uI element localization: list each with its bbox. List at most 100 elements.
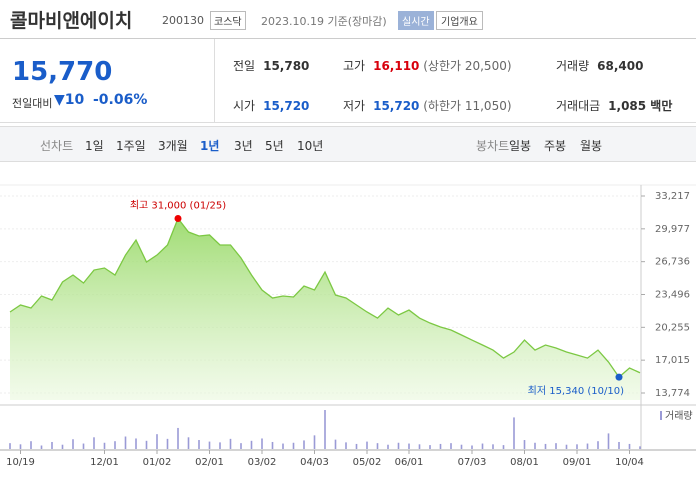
x-tick-label: 09/01 (563, 457, 592, 468)
volume-bar (586, 443, 589, 449)
cell: 시가 15,720 (233, 97, 309, 114)
x-tick-label: 10/04 (615, 457, 644, 468)
tab[interactable]: 3개월 (158, 139, 188, 153)
note: (하한가 11,050) (423, 99, 512, 113)
tab[interactable]: 1년 (200, 139, 220, 153)
value: 15,720 (263, 99, 310, 113)
y-tick-label: 13,774 (655, 388, 690, 399)
value: 16,110 (373, 59, 420, 73)
volume-bar (114, 441, 116, 449)
tab[interactable]: 일봉 (509, 139, 532, 153)
tab[interactable]: 월봉 (580, 139, 603, 153)
volume-bar (135, 438, 137, 449)
change-label: 전일대비 (12, 97, 53, 110)
note: (상한가 20,500) (423, 59, 512, 73)
volume-bar (177, 427, 179, 449)
volume-bar (240, 443, 242, 449)
high-label: 최고 31,000 (01/25) (130, 199, 226, 211)
legend-label: 거래량 (665, 410, 693, 422)
tab[interactable]: 1일 (85, 139, 104, 153)
volume-bar (82, 443, 85, 449)
tab-group-label: 선차트 (40, 139, 74, 153)
label: 시가 (233, 99, 256, 113)
legend-swatch (660, 411, 662, 420)
down-arrow: ▼ (54, 92, 65, 108)
volume-bar (555, 443, 557, 449)
volume-bar (534, 442, 536, 449)
volume-bar (261, 438, 263, 449)
volume-bar (576, 444, 578, 449)
y-tick-label: 29,977 (655, 224, 690, 235)
volume-bar (187, 437, 190, 449)
volume-bar (40, 445, 43, 449)
label: 저가 (343, 99, 366, 113)
y-tick-label: 17,015 (655, 355, 690, 366)
cell: 전일 15,780 (233, 57, 309, 74)
volume-bar (366, 441, 368, 449)
volume-bar (219, 442, 221, 449)
value: 68,400 (597, 59, 644, 73)
x-tick-label: 10/19 (6, 457, 35, 468)
x-tick-label: 01/02 (143, 457, 172, 468)
volume-bar (9, 443, 11, 449)
volume-bar (271, 441, 274, 449)
volume-bar (450, 443, 452, 449)
volume-bar (345, 442, 347, 449)
x-tick-label: 04/03 (300, 457, 329, 468)
realtime-button[interactable]: 실시간 (398, 11, 434, 30)
cell: 거래량 68,400 (556, 57, 643, 74)
volume-bar (418, 444, 421, 449)
volume-bar (72, 439, 74, 449)
volume-bar (124, 436, 127, 449)
area (10, 218, 640, 400)
cell: 거래대금 1,085 백만 (556, 97, 672, 114)
volume-bar (607, 433, 610, 449)
tab[interactable]: 5년 (265, 139, 284, 153)
volume-bar (292, 442, 295, 449)
quote-box: 15,770 전일대비 ▼10 -0.06% 전일 15,780 고가 16,110… (0, 38, 696, 123)
volume-bar (198, 440, 200, 449)
volume-bar (51, 441, 53, 449)
x-tick-label: 06/01 (395, 457, 424, 468)
volume-bar (313, 435, 316, 449)
tab[interactable]: 1주일 (116, 139, 146, 153)
volume-bar (397, 442, 400, 449)
y-tick-label: 26,736 (655, 257, 690, 268)
y-tick-label: 33,217 (655, 191, 690, 202)
volume-bar (618, 441, 620, 449)
x-tick-label: 03/02 (248, 457, 277, 468)
label: 고가 (343, 59, 366, 73)
x-tick-label: 12/01 (90, 457, 119, 468)
volume-bar (544, 443, 547, 449)
tab[interactable]: 주봉 (544, 139, 567, 153)
volume-bar (502, 445, 505, 449)
label: 거래량 (556, 59, 590, 73)
volume-bar (439, 443, 442, 449)
volume-bar (429, 445, 431, 449)
tab-bar: 선차트 봉차트 1일 1주일 3개월 1년 3년 5년 10년 일봉 주봉 월봉 (0, 126, 696, 162)
volume-bar (639, 446, 641, 449)
volume-bar (93, 437, 95, 449)
tab[interactable]: 3년 (234, 139, 253, 153)
volume-bar (523, 440, 526, 449)
tab[interactable]: 10년 (297, 139, 324, 153)
x-tick-label: 07/03 (458, 457, 487, 468)
low-label: 최저 15,340 (10/10) (528, 385, 624, 397)
stock-name: 콜마비앤에이치 (10, 10, 133, 32)
volume-bar (208, 441, 211, 449)
x-tick-label: 02/01 (195, 457, 224, 468)
overview-button[interactable]: 기업개요 (436, 11, 483, 30)
low-marker (615, 373, 623, 381)
volume-bar (166, 438, 169, 449)
volume-bar (492, 444, 494, 449)
volume-bar (355, 443, 358, 449)
volume-bar (408, 443, 410, 449)
change: ▼10 (54, 92, 84, 108)
value: 15,720 (373, 99, 420, 113)
volume-bar (19, 444, 22, 449)
volume-bar (376, 443, 379, 449)
date: 2023.10.19 기준(장마감) (261, 15, 387, 28)
volume-bar (387, 444, 389, 449)
y-tick-label: 23,496 (655, 289, 690, 300)
